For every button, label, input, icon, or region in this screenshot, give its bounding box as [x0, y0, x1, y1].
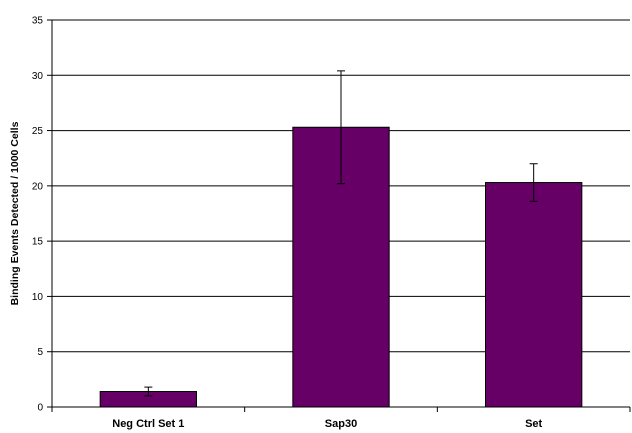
- x-tick-label: Sap30: [325, 418, 357, 430]
- y-tick-label: 20: [32, 181, 44, 192]
- error-bars: [144, 70, 538, 397]
- y-tick-label: 25: [32, 126, 44, 137]
- y-tick-label: 30: [32, 71, 44, 82]
- x-tick-label: Neg Ctrl Set 1: [112, 418, 184, 430]
- y-tick-label: 15: [32, 237, 44, 248]
- y-tick-label: 5: [37, 347, 43, 358]
- y-tick-labels: 0 5 10 15 20 25 30 35: [32, 16, 44, 414]
- y-tick-label: 10: [32, 292, 44, 303]
- y-axis-title: Binding Events Detected / 1000 Cells: [9, 121, 21, 305]
- axes: [47, 19, 631, 412]
- x-tick-label: Set: [525, 418, 542, 430]
- y-tick-label: 0: [37, 403, 43, 414]
- y-tick-label: 35: [32, 16, 44, 27]
- bar: [485, 182, 583, 408]
- x-tick-labels: Neg Ctrl Set 1 Sap30 Set: [112, 418, 542, 430]
